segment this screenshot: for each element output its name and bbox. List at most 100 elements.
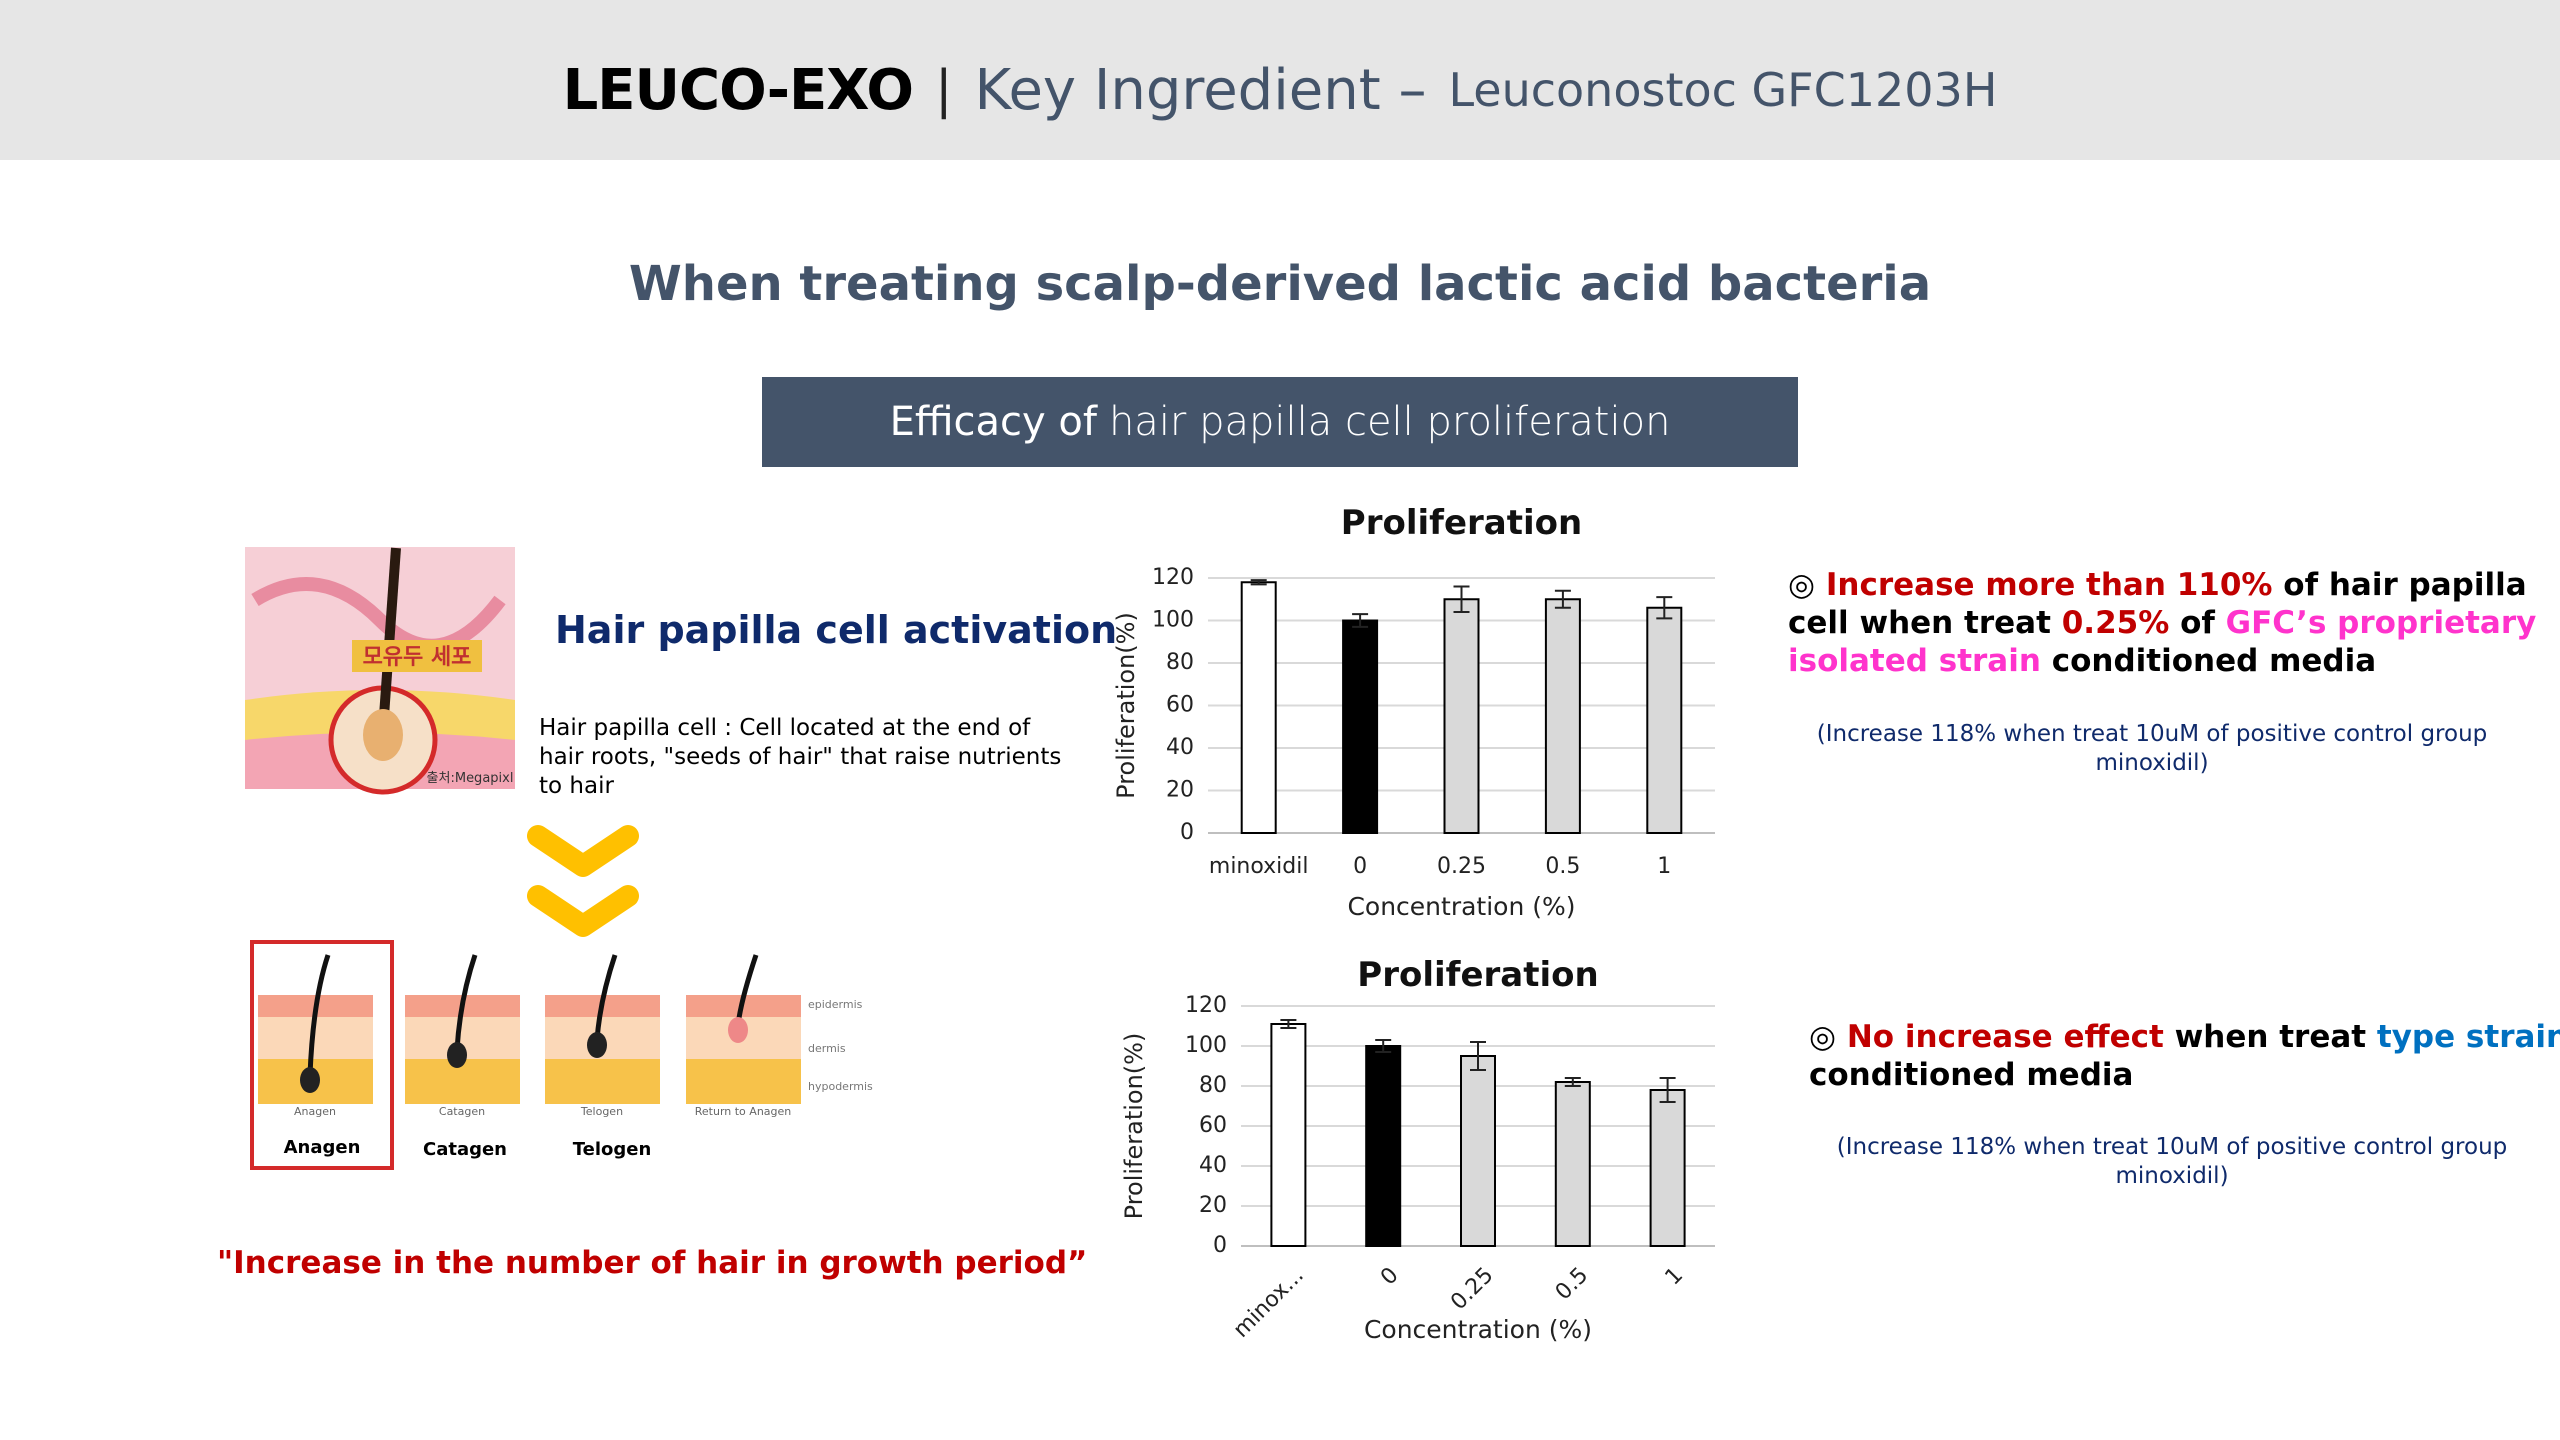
bulb [587,1032,607,1058]
skin-bot [686,1059,801,1104]
note-segment: conditioned media [1809,1057,2134,1093]
x-tick-label: minox... [1229,1263,1309,1343]
layer-label: dermis [808,1042,846,1055]
header-label: Key Ingredient – [974,57,1427,123]
x-tick-label: 1 [1657,854,1671,879]
error-bar [1280,1019,1297,1029]
separator: | [935,60,953,120]
note: ◎ Increase more than 110% of hair papill… [1788,566,2548,680]
y-tick-label: 80 [1199,1073,1227,1098]
bar [1270,1023,1307,1247]
note: ◎ No increase effect when treat type str… [1809,1018,2560,1094]
error-bar [1470,1041,1486,1071]
hair [454,954,478,1051]
hair-stages: Anagen Catagen Telogen Return to Anagen Anag… [250,940,873,1170]
error-bar [1352,613,1369,628]
y-tick-label: 0 [1213,1233,1227,1258]
note-segment: 0.25% [2061,605,2170,641]
chart-title: Proliferation [1341,503,1582,543]
x-tick-label: 0.25 [1446,1263,1498,1315]
stage-caption: Telogen [580,1105,623,1118]
error-bar [1656,596,1673,620]
error-bar [1375,1039,1392,1053]
bulb [447,1042,467,1068]
bar [1649,1089,1686,1247]
bar [1460,1055,1496,1247]
x-tick-label: 0 [1353,854,1367,879]
bar [1240,581,1277,834]
chart-title: Proliferation [1357,955,1598,995]
note-segment: Increase more than 110% [1825,567,2273,603]
x-tick-label: minoxidil [1209,854,1309,879]
x-tick-label: 0.5 [1545,854,1580,879]
note-detail: (Increase 118% when treat 10uM of positi… [1816,721,2488,776]
note-segment: ◎ [1809,1019,1837,1055]
x-tick-label: 1 [1661,1263,1689,1291]
bar [1443,598,1480,834]
bar [1544,598,1581,834]
x-tick-label: 0.5 [1551,1263,1593,1305]
error-bar [1564,1077,1581,1087]
ingredient: Leuconostoc GFC1203H [1448,63,1998,117]
image-source: 출처:Megapixl [427,771,514,786]
bulb [728,1017,748,1043]
stage-highlight [250,940,394,1170]
stage-caption: Return to Anagen [695,1105,792,1118]
stage-label: Telogen [573,1139,652,1160]
bulb [300,1067,320,1093]
y-tick-label: 0 [1180,820,1194,845]
skin-bot [545,1059,660,1104]
note-segment: No increase effect [1846,1019,2164,1055]
y-axis-title: Proliferation(%) [1112,612,1140,799]
y-tick-label: 60 [1199,1113,1227,1138]
image-label: 모유두 세포 [363,645,472,670]
stage-label: Anagen [284,1137,361,1158]
bar [1342,619,1379,834]
banner: Efficacy of hair papilla cell proliferat… [762,377,1798,467]
x-axis-title: Concentration (%) [1364,1315,1592,1344]
stage-caption: Anagen [294,1105,336,1118]
note-segment: of [2180,605,2215,641]
note-segment: GFC’s proprietary isolated strain [1788,605,2537,679]
y-tick-label: 60 [1166,693,1194,718]
note-segment: type strain [2376,1019,2560,1055]
y-axis-title: Proliferation(%) [1120,1033,1148,1220]
banner-text: hair papilla cell proliferation [1108,399,1671,445]
y-tick-label: 40 [1199,1153,1227,1178]
y-tick-label: 40 [1166,735,1194,760]
bar [1365,1045,1402,1247]
chevrons [527,825,639,937]
y-tick-label: 100 [1152,608,1194,633]
skin-bot [405,1059,520,1104]
error-bar [1250,579,1267,586]
error-bar [1554,589,1571,609]
error-bar [1659,1077,1676,1103]
note-detail: (Increase 118% when treat 10uM of positi… [1836,1134,2508,1189]
banner-lead: Efficacy of [889,399,1097,445]
note-segment: conditioned media [2051,643,2377,679]
y-tick-label: 120 [1152,565,1194,590]
subtitle: When treating scalp-derived lactic acid … [628,256,1932,312]
y-tick-label: 120 [1185,993,1227,1018]
note-segment: when treat [2174,1019,2367,1055]
x-tick-label: 0 [1376,1263,1404,1291]
error-bar [1453,585,1470,613]
y-tick-label: 20 [1199,1193,1227,1218]
x-tick-label: 0.25 [1437,854,1486,879]
note-segment: ◎ [1788,567,1816,603]
hair [594,954,618,1041]
stage-label: Catagen [423,1139,507,1160]
stage-caption: Catagen [439,1105,485,1118]
description: Hair papilla cell : Cell located at the … [539,715,1062,799]
note-segment: of hair papilla cell when treat [1788,567,2527,641]
scalp-illustration [245,547,515,795]
layer-label: epidermis [808,998,863,1011]
x-axis-title: Concentration (%) [1347,892,1575,921]
y-tick-label: 20 [1166,778,1194,803]
y-tick-label: 100 [1185,1033,1227,1058]
y-tick-label: 80 [1166,650,1194,675]
hair [307,954,331,1076]
header: LEUCO-EXO | Key Ingredient – Leuconostoc… [0,0,2560,160]
